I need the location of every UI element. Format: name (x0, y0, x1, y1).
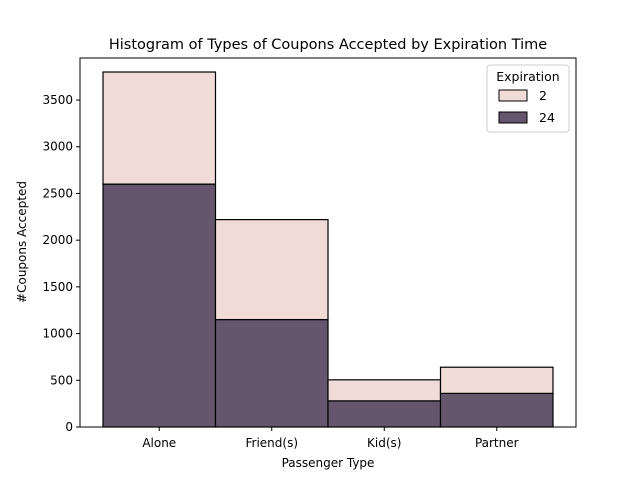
x-tick-label: Kid(s) (367, 436, 401, 450)
chart-title: Histogram of Types of Coupons Accepted b… (109, 37, 547, 53)
bar-alone-exp-24 (102, 183, 217, 428)
plot-frame (79, 57, 577, 428)
bar-alone-exp-2 (102, 71, 217, 185)
y-tick-label: 2500 (42, 186, 73, 200)
y-tick-label: 500 (50, 373, 73, 387)
y-tick-label: 0 (65, 420, 73, 434)
bar-partner-exp-24 (439, 392, 554, 428)
bar-kids-exp-24 (327, 400, 442, 428)
legend-swatch-2 (498, 89, 528, 102)
y-axis-label: #Coupons Accepted (15, 181, 29, 303)
legend: Expiration 2 24 (486, 64, 570, 133)
bars-group (102, 71, 554, 428)
x-tick-label: Alone (142, 436, 176, 450)
legend-label-24: 24 (539, 110, 555, 125)
y-tick-label: 3000 (42, 140, 73, 154)
legend-swatch-24 (498, 111, 528, 124)
x-tick-label: Partner (475, 436, 519, 450)
y-tick-label: 1000 (42, 327, 73, 341)
legend-label-2: 2 (539, 88, 547, 103)
y-tick-label: 1500 (42, 280, 73, 294)
bar-partner-exp-2 (439, 366, 554, 394)
y-axis: 0 500 1000 1500 2000 2500 3000 3500 (42, 93, 80, 434)
x-tick-label: Friend(s) (245, 436, 298, 450)
legend-title: Expiration (496, 69, 559, 84)
x-axis: Alone Friend(s) Kid(s) Partner (142, 427, 519, 450)
bar-friends-exp-24 (214, 318, 329, 428)
bar-kids-exp-2 (327, 379, 442, 402)
x-axis-label: Passenger Type (282, 456, 375, 470)
y-tick-label: 3500 (42, 93, 73, 107)
y-tick-label: 2000 (42, 233, 73, 247)
bar-friends-exp-2 (214, 219, 329, 321)
